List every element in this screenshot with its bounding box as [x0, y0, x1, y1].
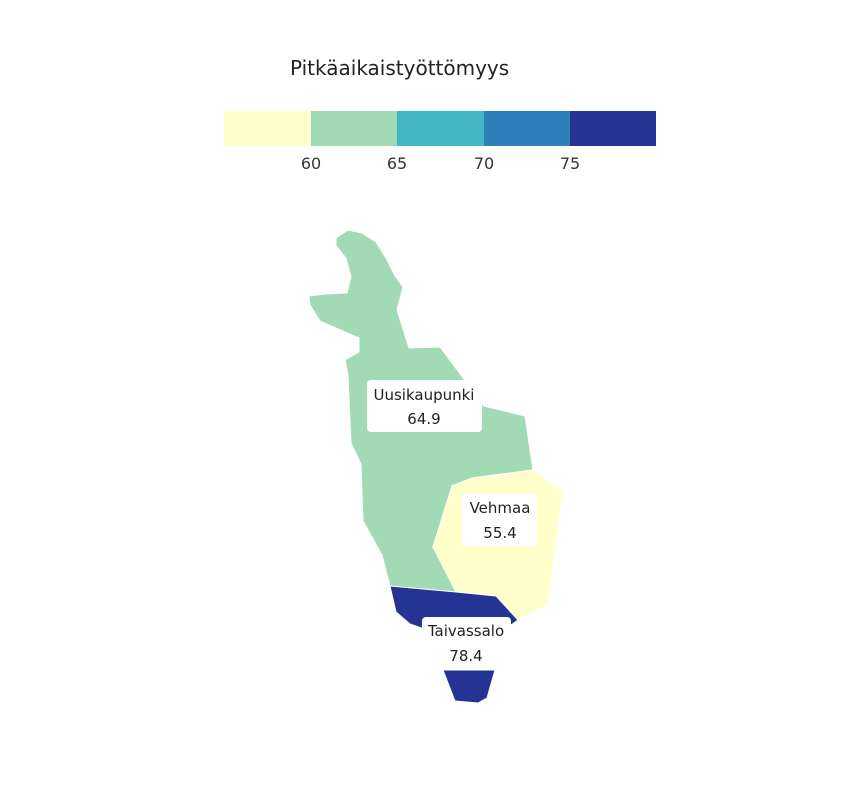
legend-tick-label: 75: [560, 154, 580, 173]
legend-bin-4: [484, 111, 570, 146]
label-taivassalo: Taivassalo 78.4: [422, 617, 511, 669]
legend-bin-1: [224, 111, 311, 146]
legend-tick-label: 60: [301, 154, 321, 173]
legend-tick-label: 65: [387, 154, 407, 173]
legend-bin-5: [570, 111, 656, 146]
legend-title: Pitkäaikaistyöttömyys: [290, 56, 510, 80]
region-taivassalo-island[interactable]: [442, 669, 496, 704]
legend-ticks: 60 65 70 75: [301, 154, 580, 173]
label-box: [422, 617, 511, 669]
region-name: Taivassalo: [427, 622, 504, 640]
region-value: 78.4: [449, 647, 482, 665]
label-uusikaupunki: Uusikaupunki 64.9: [367, 380, 482, 432]
legend-bin-2: [311, 111, 397, 146]
label-vehmaa: Vehmaa 55.4: [462, 494, 537, 546]
region-value: 55.4: [483, 524, 516, 542]
label-box: [367, 380, 482, 432]
region-value: 64.9: [407, 410, 440, 428]
legend-tick-label: 70: [474, 154, 494, 173]
region-name: Uusikaupunki: [374, 386, 475, 404]
region-name: Vehmaa: [470, 499, 531, 517]
label-box: [462, 494, 537, 546]
legend-colorbar: [224, 111, 656, 146]
legend-bin-3: [397, 111, 484, 146]
